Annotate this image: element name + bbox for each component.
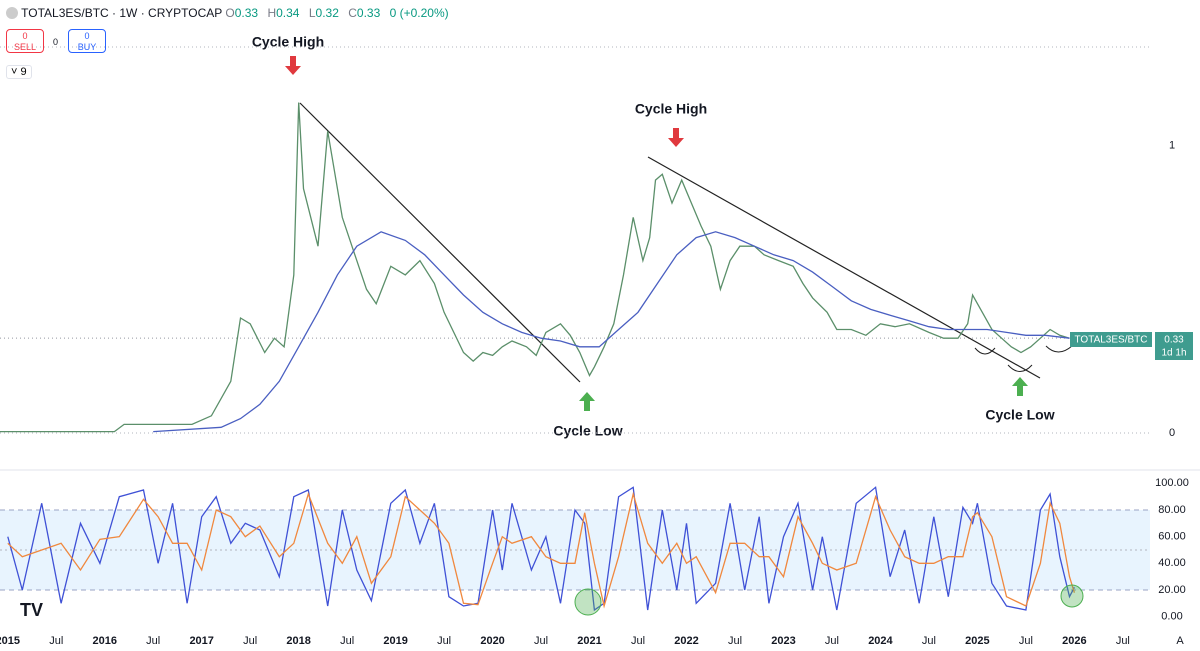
y-tick-label: 60.00 (1158, 531, 1186, 543)
highlight (1060, 584, 1084, 608)
auto-scale[interactable]: A (1176, 635, 1184, 647)
x-tick-label: 2017 (189, 635, 213, 647)
series-line (7, 491, 1076, 609)
spread: 0 (53, 37, 59, 47)
arrow-down (285, 56, 301, 75)
trend-line (299, 102, 581, 383)
ohlc-value: 0.33 (234, 6, 259, 20)
x-tick-label: Jul (49, 635, 63, 647)
symbol-tag (1070, 332, 1152, 347)
x-tick-label: Jul (146, 635, 160, 647)
buy-label: BUY (77, 42, 97, 52)
y-tick-label: 1 (1169, 139, 1175, 151)
arrow-up (1012, 377, 1028, 396)
y-tick-label: 0.00 (1161, 611, 1182, 623)
ohlc-label: H (267, 6, 277, 20)
annotation: Cycle High (635, 101, 707, 117)
highlight (574, 588, 602, 616)
y-tick-label: 40.00 (1158, 557, 1186, 569)
indicator-count: 9 (20, 66, 27, 78)
x-tick-label: Jul (1116, 635, 1130, 647)
ohlc-value: 0.32 (315, 6, 339, 20)
x-tick-label: 2020 (480, 635, 504, 647)
x-tick-label: Jul (728, 635, 742, 647)
sell-count: 0 (22, 31, 28, 41)
x-tick-label: 2024 (868, 635, 893, 647)
ohlc-label: O (225, 6, 235, 20)
arrow-up (579, 392, 595, 411)
y-tick-label: 80.00 (1158, 504, 1186, 516)
annotation: Cycle High (252, 34, 324, 50)
x-tick-label: Jul (534, 635, 548, 647)
arrow-down (668, 128, 684, 147)
x-tick-label: Jul (340, 635, 354, 647)
change: 0 (+0.20%) (389, 6, 449, 20)
x-tick-label: 2025 (965, 635, 989, 647)
x-tick-label: Jul (1019, 635, 1033, 647)
price-tag (1155, 332, 1193, 360)
ohlc-label: L (308, 6, 316, 20)
x-tick-label: Jul (825, 635, 839, 647)
sell-label: SELL (13, 42, 37, 52)
x-tick-label: 2015 (0, 635, 20, 647)
x-tick-label: 2019 (383, 635, 407, 647)
x-tick-label: 2021 (577, 635, 601, 647)
x-tick-label: 2026 (1062, 635, 1086, 647)
ohlc-label: C (348, 6, 357, 20)
series-line (153, 231, 1070, 433)
symbol-tag-text: TOTAL3ES/BTC (1075, 335, 1148, 346)
x-tick-label: 2022 (674, 635, 698, 647)
countdown: 1d 1h (1161, 348, 1186, 359)
series-line (0, 102, 1070, 433)
price-tag-text: 0.33 (1164, 335, 1184, 346)
annotation: Cycle Low (553, 423, 622, 439)
x-tick-label: Jul (437, 635, 451, 647)
indicators-toggle[interactable]: ˅ 9 (6, 65, 32, 79)
x-tick-label: 2018 (286, 635, 310, 647)
symbol-icon (6, 7, 18, 19)
y-tick-label: 0 (1169, 427, 1175, 439)
x-tick-label: Jul (631, 635, 645, 647)
ohlc-value: 0.34 (276, 6, 300, 20)
ohlc-value: 0.33 (356, 6, 381, 20)
x-tick-label: 2016 (92, 635, 116, 647)
y-tick-label: 20.00 (1158, 584, 1186, 596)
x-tick-label: 2023 (771, 635, 795, 647)
x-tick-label: Jul (243, 635, 257, 647)
bracket (974, 345, 1073, 372)
sell-button[interactable]: 0 SELL (6, 29, 44, 53)
buy-count: 0 (84, 31, 90, 41)
symbol: TOTAL3ES/BTC · 1W · CRYPTOCAP (21, 6, 223, 20)
y-tick-label: 100.00 (1155, 477, 1189, 489)
legend: TOTAL3ES/BTC · 1W · CRYPTOCAP O0.33 H0.3… (6, 6, 455, 20)
buy-button[interactable]: 0 BUY (68, 29, 106, 53)
logo: TV (20, 600, 43, 620)
annotation: Cycle Low (985, 407, 1054, 423)
x-tick-label: Jul (922, 635, 936, 647)
trend-line (647, 156, 1041, 379)
